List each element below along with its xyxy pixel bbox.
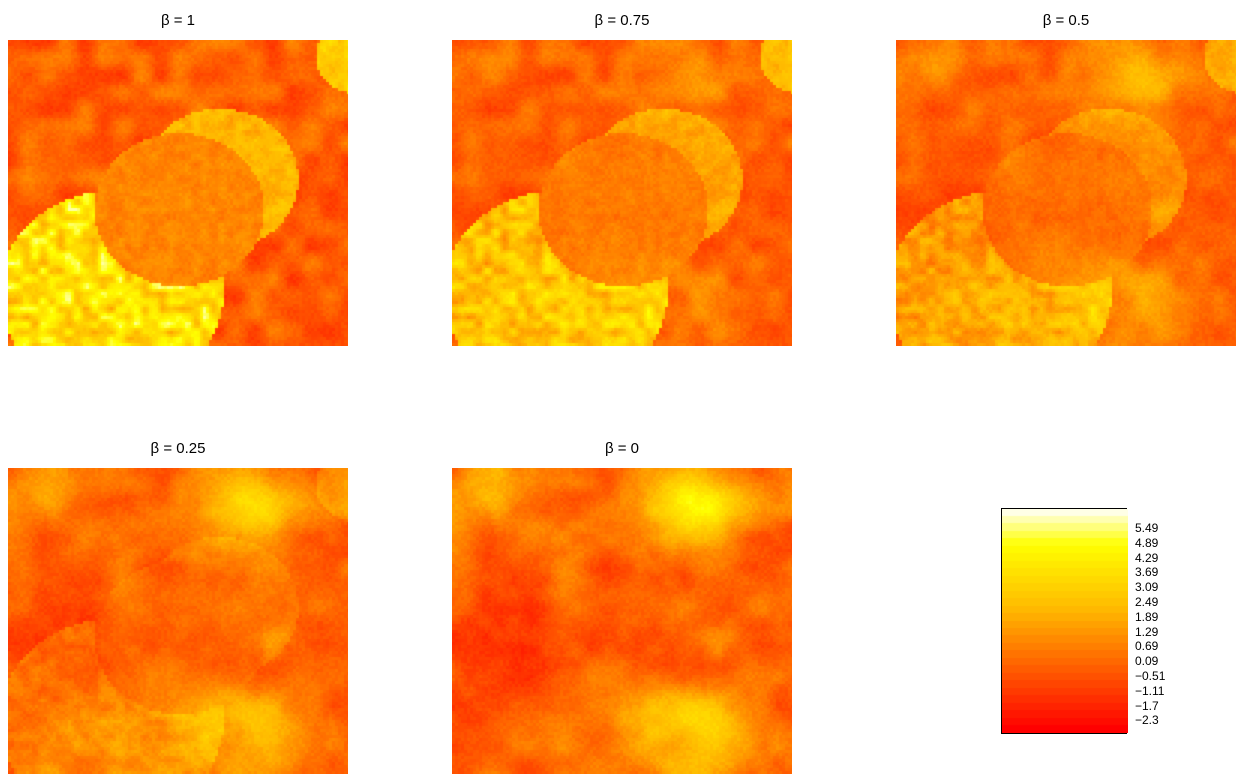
legend-color-bar — [1002, 509, 1128, 733]
legend-tick-label: 5.49 — [1135, 521, 1159, 535]
heatmap-beta-0-75 — [452, 40, 792, 346]
legend-tick-label: −1.11 — [1135, 683, 1165, 698]
legend-tick-label: −0.51 — [1135, 669, 1166, 683]
panel-title: β = 0.25 — [150, 440, 206, 457]
legend-tick-label: 3.09 — [1135, 580, 1159, 595]
heatmap-beta-0 — [452, 468, 792, 774]
heatmap-beta-0-5 — [896, 40, 1236, 346]
legend-tick-label: 4.89 — [1135, 535, 1159, 550]
legend-tick-label: 0.69 — [1135, 639, 1159, 654]
legend-tick-label: −1.7 — [1135, 698, 1159, 713]
legend-tick-label: 1.29 — [1135, 624, 1159, 639]
legend-tick-label: 1.89 — [1135, 609, 1159, 624]
heatmap-beta-1 — [8, 40, 348, 346]
panel-title: β = 1 — [160, 12, 196, 29]
panel-title: β = 0.75 — [594, 12, 650, 29]
panel-title: β = 0 — [604, 440, 640, 457]
legend-tick-label: 4.29 — [1135, 550, 1159, 565]
legend-tick-label: 2.49 — [1135, 595, 1159, 609]
color-legend — [1001, 508, 1128, 734]
legend-tick-label: −2.3 — [1135, 713, 1159, 728]
heatmap-beta-0-25 — [8, 468, 348, 774]
panel-title: β = 0.5 — [1042, 12, 1090, 29]
legend-tick-label: 0.09 — [1135, 654, 1159, 669]
legend-tick-label: 3.69 — [1135, 565, 1159, 580]
